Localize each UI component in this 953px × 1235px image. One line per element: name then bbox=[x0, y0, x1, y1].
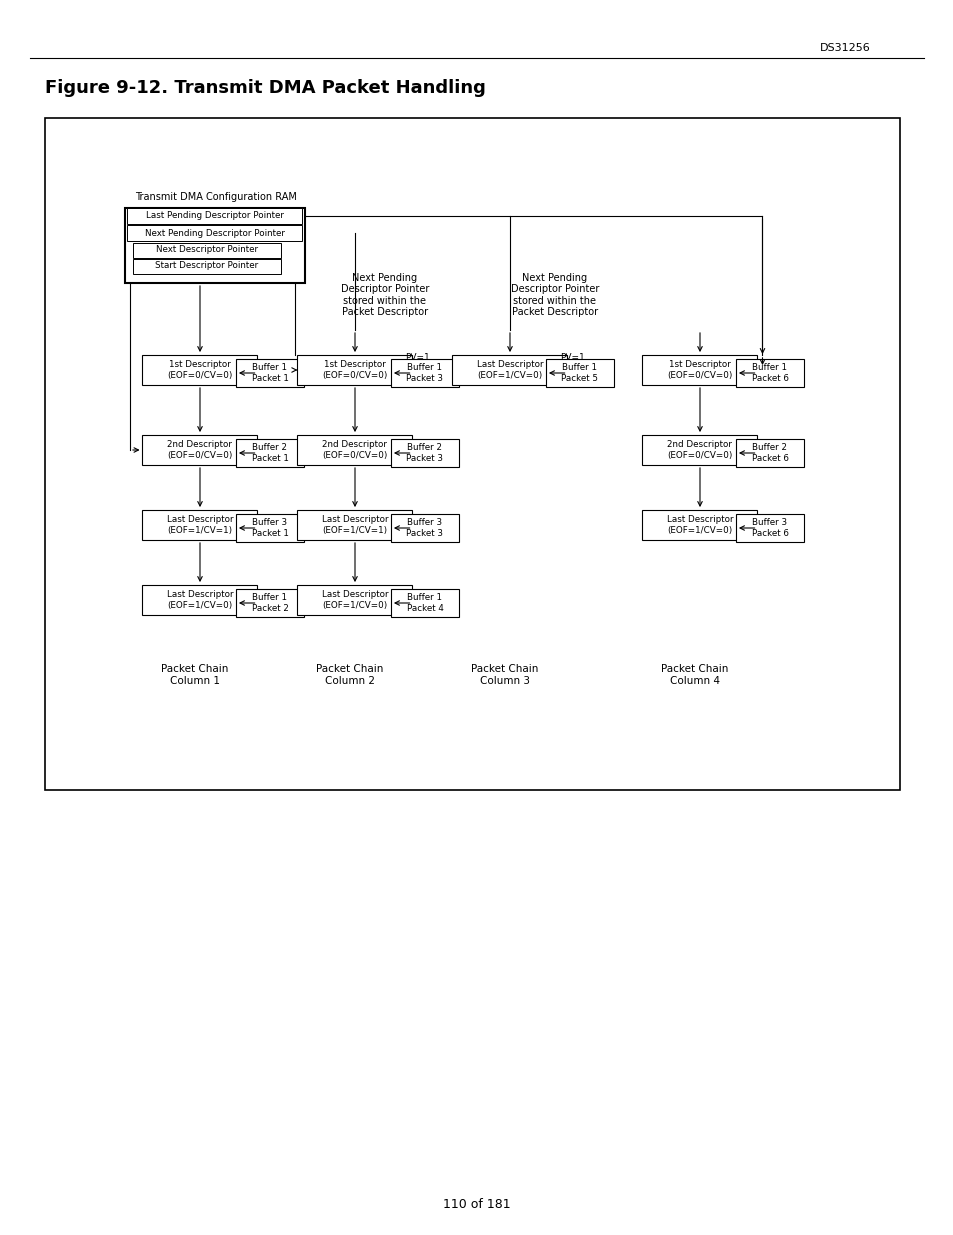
Text: Last Descriptor
(EOF=1/CV=1): Last Descriptor (EOF=1/CV=1) bbox=[321, 515, 388, 535]
Text: 1st Descriptor
(EOF=0/CV=0): 1st Descriptor (EOF=0/CV=0) bbox=[666, 361, 732, 379]
Text: Buffer 3
Packet 1: Buffer 3 Packet 1 bbox=[252, 519, 288, 537]
Bar bbox=[128, 207, 302, 224]
Text: DS31256: DS31256 bbox=[820, 43, 870, 53]
Bar bbox=[735, 514, 803, 542]
Text: Figure 9-12. Transmit DMA Packet Handling: Figure 9-12. Transmit DMA Packet Handlin… bbox=[45, 79, 485, 98]
Text: Buffer 2
Packet 1: Buffer 2 Packet 1 bbox=[252, 443, 288, 463]
Text: Last Descriptor
(EOF=1/CV=0): Last Descriptor (EOF=1/CV=0) bbox=[167, 590, 233, 610]
Bar bbox=[297, 435, 412, 466]
Text: Transmit DMA Configuration RAM: Transmit DMA Configuration RAM bbox=[135, 191, 296, 203]
Text: 1st Descriptor
(EOF=0/CV=0): 1st Descriptor (EOF=0/CV=0) bbox=[167, 361, 233, 379]
Text: Buffer 2
Packet 3: Buffer 2 Packet 3 bbox=[406, 443, 443, 463]
Bar bbox=[641, 354, 757, 385]
Text: 110 of 181: 110 of 181 bbox=[443, 1198, 510, 1212]
Bar bbox=[132, 242, 281, 258]
Text: Last Descriptor
(EOF=1/CV=0): Last Descriptor (EOF=1/CV=0) bbox=[666, 515, 733, 535]
Text: Buffer 3
Packet 6: Buffer 3 Packet 6 bbox=[751, 519, 787, 537]
Text: 2nd Descriptor
(EOF=0/CV=0): 2nd Descriptor (EOF=0/CV=0) bbox=[666, 441, 732, 459]
Text: Next Pending Descriptor Pointer: Next Pending Descriptor Pointer bbox=[145, 228, 285, 237]
Bar bbox=[235, 514, 304, 542]
Text: Next Pending
Descriptor Pointer
stored within the
Packet Descriptor: Next Pending Descriptor Pointer stored w… bbox=[510, 273, 598, 317]
Bar bbox=[235, 438, 304, 467]
Bar bbox=[297, 510, 412, 540]
Bar bbox=[125, 207, 305, 283]
Text: Start Descriptor Pointer: Start Descriptor Pointer bbox=[155, 262, 258, 270]
Text: Buffer 1
Packet 5: Buffer 1 Packet 5 bbox=[561, 363, 598, 383]
Text: PV=1: PV=1 bbox=[559, 352, 584, 362]
Bar bbox=[142, 435, 257, 466]
Bar bbox=[641, 510, 757, 540]
Bar bbox=[142, 510, 257, 540]
Bar bbox=[452, 354, 567, 385]
Bar bbox=[391, 438, 458, 467]
Text: Last Descriptor
(EOF=1/CV=1): Last Descriptor (EOF=1/CV=1) bbox=[167, 515, 233, 535]
Bar bbox=[735, 438, 803, 467]
Text: Packet Chain
Column 2: Packet Chain Column 2 bbox=[316, 664, 383, 685]
Text: Buffer 1
Packet 2: Buffer 1 Packet 2 bbox=[252, 593, 288, 613]
Text: Last Pending Descriptor Pointer: Last Pending Descriptor Pointer bbox=[146, 211, 284, 221]
Bar bbox=[391, 359, 458, 387]
Bar bbox=[235, 589, 304, 618]
Text: Last Descriptor
(EOF=1/CV=0): Last Descriptor (EOF=1/CV=0) bbox=[321, 590, 388, 610]
Text: Packet Chain
Column 1: Packet Chain Column 1 bbox=[161, 664, 229, 685]
Text: Buffer 1
Packet 4: Buffer 1 Packet 4 bbox=[406, 593, 443, 613]
Text: Packet Chain
Column 4: Packet Chain Column 4 bbox=[660, 664, 728, 685]
Text: Packet Chain
Column 3: Packet Chain Column 3 bbox=[471, 664, 538, 685]
Text: Next Descriptor Pointer: Next Descriptor Pointer bbox=[155, 246, 258, 254]
Text: Buffer 2
Packet 6: Buffer 2 Packet 6 bbox=[751, 443, 787, 463]
Text: Buffer 1
Packet 3: Buffer 1 Packet 3 bbox=[406, 363, 443, 383]
Bar bbox=[735, 359, 803, 387]
Text: Last Descriptor
(EOF=1/CV=0): Last Descriptor (EOF=1/CV=0) bbox=[476, 361, 543, 379]
Bar bbox=[128, 225, 302, 241]
Text: PV=1: PV=1 bbox=[405, 352, 430, 362]
Text: Next Pending
Descriptor Pointer
stored within the
Packet Descriptor: Next Pending Descriptor Pointer stored w… bbox=[340, 273, 429, 317]
Text: Buffer 3
Packet 3: Buffer 3 Packet 3 bbox=[406, 519, 443, 537]
Text: 2nd Descriptor
(EOF=0/CV=0): 2nd Descriptor (EOF=0/CV=0) bbox=[167, 441, 233, 459]
Text: 1st Descriptor
(EOF=0/CV=0): 1st Descriptor (EOF=0/CV=0) bbox=[322, 361, 387, 379]
Bar bbox=[297, 585, 412, 615]
Bar bbox=[641, 435, 757, 466]
Bar bbox=[391, 589, 458, 618]
Bar bbox=[45, 119, 899, 790]
Bar bbox=[142, 354, 257, 385]
Bar bbox=[235, 359, 304, 387]
Text: Buffer 1
Packet 1: Buffer 1 Packet 1 bbox=[252, 363, 288, 383]
Bar bbox=[142, 585, 257, 615]
Text: 2nd Descriptor
(EOF=0/CV=0): 2nd Descriptor (EOF=0/CV=0) bbox=[322, 441, 387, 459]
Bar bbox=[391, 514, 458, 542]
Text: Buffer 1
Packet 6: Buffer 1 Packet 6 bbox=[751, 363, 787, 383]
Bar bbox=[132, 258, 281, 273]
Bar bbox=[297, 354, 412, 385]
Bar bbox=[545, 359, 614, 387]
